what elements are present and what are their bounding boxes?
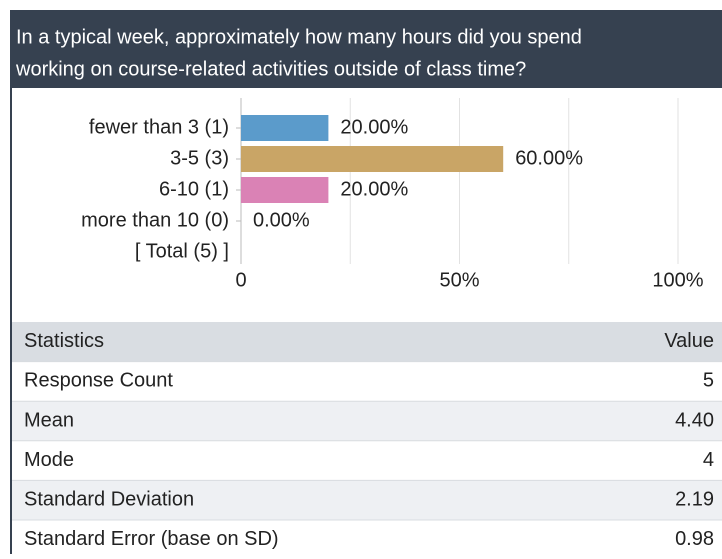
category-label: more than 10 (0) xyxy=(81,209,229,231)
table-row-bg xyxy=(12,401,722,441)
bar xyxy=(241,115,329,141)
category-label: fewer than 3 (1) xyxy=(89,116,229,138)
table-row-bg xyxy=(12,520,722,559)
table-row-bg xyxy=(12,480,722,520)
table-header: Value xyxy=(664,330,714,352)
table-row-bg xyxy=(12,440,722,481)
value-label: 0.00% xyxy=(253,209,310,231)
bar xyxy=(241,146,504,172)
header-bg xyxy=(10,10,722,88)
table-cell: 0.98 xyxy=(675,528,714,550)
table-cell: 2.19 xyxy=(675,488,714,510)
value-label: 20.00% xyxy=(340,116,408,138)
table-cell: 4.40 xyxy=(675,409,714,431)
table-cell: Mean xyxy=(24,409,74,431)
value-label: 20.00% xyxy=(340,178,408,200)
table-cell: Response Count xyxy=(24,370,173,392)
table-cell: Mode xyxy=(24,449,74,471)
panel-border xyxy=(10,10,12,554)
header-title: working on course-related activities out… xyxy=(15,58,526,80)
table-header-bg xyxy=(12,322,722,362)
table-cell: 4 xyxy=(703,449,714,471)
header-title: In a typical week, approximately how man… xyxy=(16,26,582,48)
table-cell: 5 xyxy=(703,370,714,392)
total-label: [ Total (5) ] xyxy=(135,240,229,262)
category-label: 6-10 (1) xyxy=(159,178,229,200)
table-cell: Standard Deviation xyxy=(24,488,194,510)
x-tick-label: 0 xyxy=(235,269,246,291)
table-cell: Standard Error (base on SD) xyxy=(24,528,279,550)
table-row-bg xyxy=(12,361,722,402)
bar xyxy=(241,177,329,203)
x-tick-label: 100% xyxy=(652,269,703,291)
table-header: Statistics xyxy=(24,330,104,352)
category-label: 3-5 (3) xyxy=(170,147,229,169)
x-tick-label: 50% xyxy=(439,269,479,291)
value-label: 60.00% xyxy=(515,147,583,169)
